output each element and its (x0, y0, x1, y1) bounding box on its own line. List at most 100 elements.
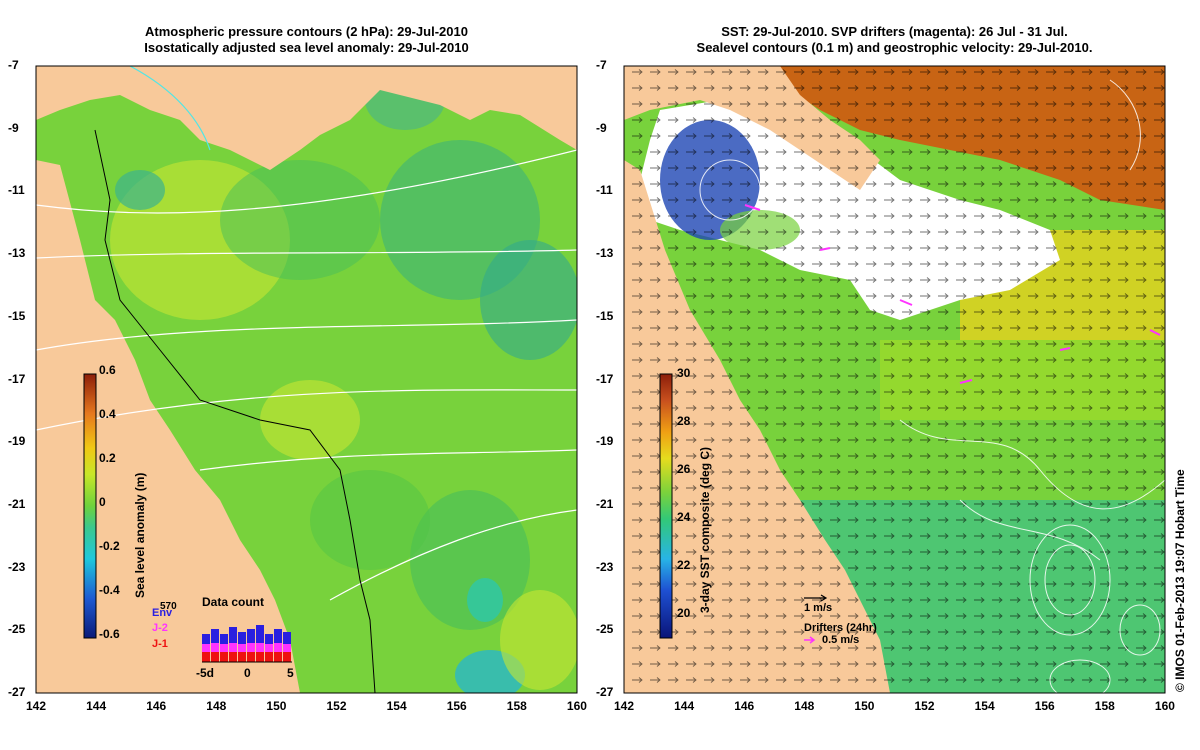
tick-label: 22 (677, 558, 691, 572)
tick-label: -21 (596, 496, 614, 511)
tick-label: -15 (596, 308, 614, 323)
tick-label: 144 (674, 699, 695, 713)
sst-map (624, 66, 1165, 693)
inset-bar-segment (229, 652, 237, 662)
inset-x-tick-mid: 0 (244, 666, 251, 680)
inset-bar-segment (202, 652, 210, 662)
drifter-speed-label: 0.5 m/s (822, 634, 860, 646)
tick-label: 142 (26, 699, 47, 713)
inset-bar-segment (265, 644, 273, 652)
inset-bar-segment (238, 644, 246, 652)
tick-label: -13 (8, 246, 26, 261)
inset-x-tick-start: -5d (196, 666, 214, 680)
mission-j1: J-1 (152, 638, 168, 650)
tick-label: 30 (677, 366, 691, 380)
left-title-line2: Isostatically adjusted sea level anomaly… (144, 40, 469, 55)
inset-bar-segment (229, 627, 237, 643)
mission-j2: J-2 (152, 622, 168, 634)
inset-bar-segment (229, 643, 237, 652)
inset-bar-segment (283, 632, 291, 644)
left-title-line1: Atmospheric pressure contours (2 hPa): 2… (145, 24, 468, 39)
tick-label: 152 (326, 699, 347, 713)
tick-label: -17 (596, 371, 614, 386)
tick-label: -25 (596, 622, 614, 637)
inset-bar-segment (274, 652, 282, 662)
tick-label: -9 (8, 120, 19, 135)
tick-label: -27 (8, 685, 26, 699)
inset-bar-segment (211, 643, 219, 652)
inset-bar-segment (274, 629, 282, 643)
tick-label: -19 (8, 434, 26, 449)
inset-bar-segment (247, 629, 255, 643)
tick-label: -19 (596, 434, 614, 449)
inset-ymax: 570 (160, 601, 177, 612)
sla-colorbar (83, 373, 97, 639)
sst-colorbar-label: 3-day SST composite (deg C) (698, 446, 712, 613)
drifters-label: Drifters (24hr) (804, 622, 877, 634)
tick-label: -13 (596, 246, 614, 261)
tick-label: -0.2 (99, 539, 120, 553)
inset-bar-segment (220, 634, 228, 644)
tick-label: 146 (734, 699, 755, 713)
tick-label: -0.6 (99, 627, 120, 641)
inset-bar-segment (211, 629, 219, 643)
tick-label: 160 (1154, 699, 1175, 713)
inset-bar-segment (256, 643, 264, 652)
tick-label: -25 (8, 622, 26, 637)
data-count-inset (202, 625, 292, 663)
velocity-scale-label: 1 m/s (804, 602, 833, 614)
velocity-arrows (624, 66, 1165, 693)
tick-label: -0.4 (99, 583, 120, 597)
tick-label: 26 (677, 462, 691, 476)
tick-label: -27 (596, 685, 614, 699)
tick-label: -7 (596, 58, 607, 72)
tick-label: -21 (8, 496, 26, 511)
tick-label: 160 (566, 699, 587, 713)
tick-label: -23 (596, 559, 614, 574)
sla-colorbar-label: Sea level anomaly (m) (133, 472, 147, 598)
imos-credit: © IMOS 01-Feb-2013 19:07 Hobart Time (1173, 469, 1187, 692)
tick-label: 28 (677, 414, 691, 428)
tick-label: 150 (854, 699, 875, 713)
tick-label: 144 (86, 699, 107, 713)
land-png (36, 66, 577, 170)
inset-bar-segment (238, 632, 246, 644)
tick-label: 24 (677, 510, 691, 524)
inset-bar-segment (256, 625, 264, 643)
tick-label: 156 (1034, 699, 1055, 713)
inset-bar-segment (274, 643, 282, 652)
inset-title: Data count (202, 595, 265, 609)
inset-bar-segment (211, 652, 219, 662)
inset-bar-segment (247, 643, 255, 652)
sla-map (36, 66, 577, 693)
mission-env: Env (152, 607, 173, 619)
inset-bar-segment (265, 634, 273, 644)
tick-label: -9 (596, 120, 607, 135)
drifter-scale-arrow (804, 636, 816, 644)
right-map-frame (623, 65, 1166, 694)
tick-label: 154 (974, 699, 995, 713)
tick-label: -17 (8, 371, 26, 386)
inset-bar-segment (283, 652, 291, 662)
inset-bar-segment (220, 644, 228, 652)
tick-label: -7 (8, 58, 19, 72)
tick-label: -15 (8, 308, 26, 323)
tick-label: 20 (677, 606, 691, 620)
inset-bar-segment (283, 644, 291, 652)
tick-label: 146 (146, 699, 167, 713)
right-title-line1: SST: 29-Jul-2010. SVP drifters (magenta)… (721, 24, 1068, 39)
tick-label: -23 (8, 559, 26, 574)
inset-bar-segment (202, 644, 210, 652)
tick-label: 0.2 (99, 451, 116, 465)
inset-bar-segment (256, 652, 264, 662)
tick-label: 152 (914, 699, 935, 713)
tick-label: 148 (206, 699, 227, 713)
tick-label: -11 (596, 183, 613, 198)
sealevel-contours (699, 79, 1165, 693)
tick-label: 158 (506, 699, 527, 713)
inset-bar-segment (247, 652, 255, 662)
pressure-contours (36, 149, 577, 601)
inset-bar-segment (220, 652, 228, 662)
sst-colorbar (659, 373, 673, 639)
